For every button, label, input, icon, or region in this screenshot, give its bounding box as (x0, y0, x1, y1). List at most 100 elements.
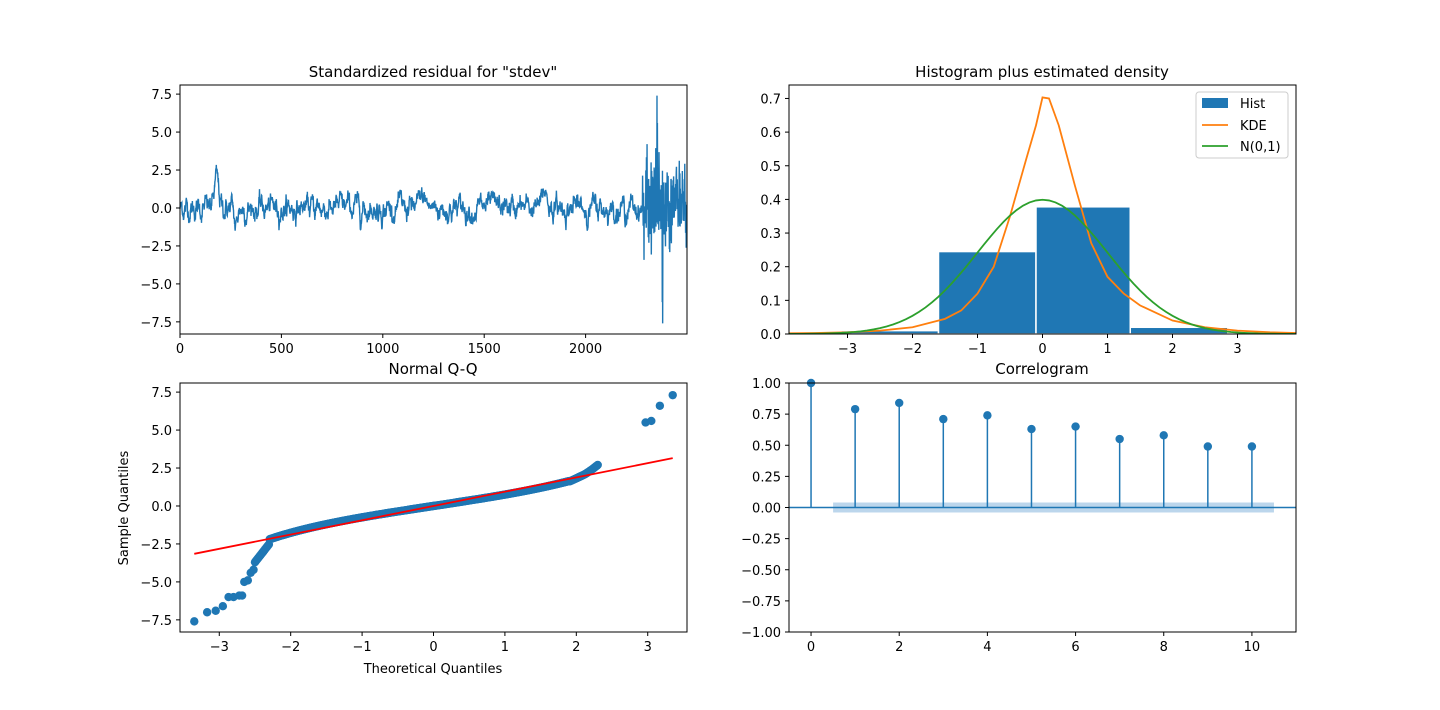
residual-ytick-label: −2.5 (140, 240, 172, 255)
residual-ytick-label: 7.5 (151, 88, 172, 103)
acf-point (1247, 442, 1257, 451)
qq-xtick-label: −3 (210, 640, 229, 655)
qq-ytick-label: 0.0 (151, 500, 172, 515)
residual-title: Standardized residual for "stdev" (309, 63, 558, 81)
qq-point (655, 401, 665, 410)
legend-kde-label: KDE (1240, 119, 1267, 134)
histogram-xtick-label: 0 (1038, 342, 1046, 357)
histogram-xtick-label: 1 (1103, 342, 1111, 357)
legend-hist-swatch (1202, 98, 1228, 108)
normal-density-line (789, 198, 1296, 334)
acf-point (1027, 424, 1036, 434)
histogram-ytick-label: 0.5 (760, 160, 781, 175)
histogram-ytick-label: 0.0 (760, 328, 781, 343)
correlogram-title: Correlogram (995, 360, 1088, 378)
qq-xtick-label: 1 (501, 640, 509, 655)
acf-point (1159, 431, 1168, 440)
qq-point (593, 460, 602, 470)
qq-ytick-label: 7.5 (151, 386, 172, 401)
qq-point (237, 591, 247, 600)
qq-plot: Normal Q-Q −3 −2 −1 0 1 2 3 −7.5 −5.0 −2.5 0.0 2.5 5… (117, 360, 688, 677)
qq-ytick-label: 2.5 (151, 462, 172, 477)
qq-ytick-label: −2.5 (140, 538, 172, 553)
qq-point (249, 565, 258, 574)
histogram-xtick-label: 3 (1233, 342, 1241, 357)
histogram-bar (1035, 206, 1131, 334)
qq-ylabel: Sample Quantiles (117, 450, 132, 565)
residual-xtick-label: 1500 (468, 342, 501, 357)
correlogram-ytick-label: −0.50 (741, 564, 781, 579)
residual-plot: Standardized residual for "stdev" 0 500 10… (140, 63, 688, 357)
histogram-title: Histogram plus estimated density (915, 63, 1169, 81)
qq-point (211, 606, 220, 615)
qq-ytick-label: −7.5 (140, 614, 172, 629)
correlogram-ytick-label: 0.75 (752, 408, 781, 423)
residual-ytick-label: 0.0 (151, 202, 172, 217)
histogram-plot: Histogram plus estimated density −3 −2 −1 0… (760, 63, 1297, 357)
correlogram-ytick-label: −0.75 (741, 595, 781, 610)
qq-point (218, 601, 228, 611)
histogram-area (789, 96, 1296, 334)
acf-point (1115, 434, 1124, 444)
qq-point (190, 617, 199, 626)
correlogram-ytick-label: −0.25 (741, 533, 781, 548)
qq-point (647, 416, 656, 426)
histogram-ytick-label: 0.3 (760, 227, 781, 242)
correlogram-ytick-label: 0.25 (752, 470, 781, 485)
qq-point (668, 390, 677, 400)
correlogram-xtick-label: 2 (895, 640, 903, 655)
correlogram-xtick-label: 8 (1160, 640, 1168, 655)
histogram-legend: Hist KDE N(0,1) (1195, 91, 1289, 159)
histogram-bar (937, 250, 1037, 334)
correlogram-ytick-label: 0.00 (752, 502, 781, 517)
qq-xtick-label: 3 (644, 640, 652, 655)
acf-point (850, 404, 860, 414)
qq-point (202, 608, 212, 617)
histogram-ytick-label: 0.6 (760, 126, 781, 141)
qq-xlabel: Theoretical Quantiles (363, 662, 503, 677)
acf-point (939, 414, 948, 424)
kde-line (789, 96, 1296, 334)
correlogram-xtick-label: 6 (1071, 640, 1079, 655)
residual-xtick-label: 2000 (569, 342, 602, 357)
acf-point (1071, 422, 1080, 431)
qq-title: Normal Q-Q (388, 360, 477, 378)
correlogram-plot: Correlogram 0 2 4 6 8 10 −1.00 −0.75 −0.50 −0.25 0… (741, 360, 1297, 655)
residual-xtick-label: 500 (269, 342, 294, 357)
correlogram-ytick-label: 1.00 (752, 377, 781, 392)
histogram-xtick-label: −1 (968, 342, 987, 357)
legend-normal-label: N(0,1) (1240, 140, 1281, 155)
residual-series-line (179, 95, 688, 324)
acf-point (895, 398, 904, 408)
qq-xtick-label: −2 (281, 640, 300, 655)
legend-frame (1195, 91, 1289, 159)
correlogram-ytick-label: −1.00 (741, 626, 781, 641)
histogram-ytick-label: 0.4 (760, 193, 781, 208)
residual-ytick-label: −5.0 (140, 278, 172, 293)
residual-ytick-label: 2.5 (151, 164, 172, 179)
histogram-ytick-label: 0.2 (760, 261, 781, 276)
qq-point (243, 576, 253, 585)
legend-hist-label: Hist (1240, 97, 1265, 112)
histogram-ytick-label: 0.1 (760, 294, 781, 309)
residual-ytick-label: 5.0 (151, 126, 172, 141)
histogram-xtick-label: 2 (1168, 342, 1176, 357)
qq-xtick-label: −1 (353, 640, 372, 655)
residual-ytick-label: −7.5 (140, 316, 172, 331)
correlogram-xtick-label: 4 (983, 640, 991, 655)
qq-reference-line (194, 457, 673, 555)
qq-ytick-label: −5.0 (140, 576, 172, 591)
qq-ytick-label: 5.0 (151, 424, 172, 439)
residual-xtick-label: 1000 (366, 342, 399, 357)
qq-xtick-label: 2 (572, 640, 580, 655)
correlogram-ytick-label: 0.50 (752, 439, 781, 454)
residual-frame (179, 84, 688, 335)
acf-point (1203, 442, 1213, 451)
qq-xtick-label: 0 (429, 640, 437, 655)
correlogram-xtick-label: 10 (1244, 640, 1261, 655)
histogram-ytick-label: 0.7 (760, 92, 781, 107)
histogram-xtick-label: −2 (903, 342, 922, 357)
acf-point (983, 411, 992, 420)
correlogram-xtick-label: 0 (807, 640, 815, 655)
